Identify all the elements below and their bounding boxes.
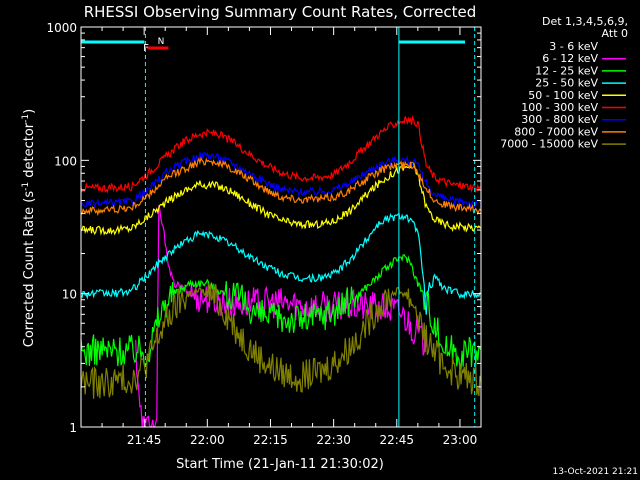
y-tick-label: 10 [62,288,77,302]
series-line [158,187,398,428]
legend-entry-label: 12 - 25 keV [535,64,598,77]
series-line [80,115,482,194]
plot-frame [80,26,482,428]
legend-entry-label: 300 - 800 keV [521,113,598,126]
attenuator-label: F [143,43,149,54]
series-line [80,151,482,209]
y-tick-label: 100 [54,154,77,168]
legend-entry-label: 800 - 7000 keV [514,125,598,138]
y-tick-label: 1 [69,421,77,435]
y-axis-label-main: Corrected Count Rate (s [22,191,37,348]
x-tick-label: 22:45 [379,433,414,447]
x-tick-label: 21:45 [127,433,162,447]
x-tick-label: 23:00 [443,433,478,447]
x-axis-label: Start Time (21-Jan-11 21:30:02) [176,457,384,472]
saa-label: N [158,37,165,47]
y-axis-label-exp1: -1 [21,182,31,191]
series-line [80,254,482,370]
axis-layer: 21:45 22:00 22:15 22:30 22:45 23:00 1 10 100 1000 [46,21,481,447]
legend-header: Att 0 [602,27,628,40]
x-tick-label: 22:15 [253,433,288,447]
legend-entry-label: 6 - 12 keV [542,52,598,65]
series-line [80,211,482,315]
legend-entry-label: 7000 - 15000 keV [500,138,598,151]
legend-entry-label: 3 - 6 keV [549,40,598,53]
legend-entry-label: 100 - 300 keV [521,101,598,114]
y-tick-label: 1000 [46,21,77,35]
y-axis-label: Corrected Count Rate (s-1 detector-1) [21,109,37,347]
footer-date: 13-Oct-2021 21:21 [553,467,638,477]
y-axis-label-mid: detector [22,122,37,182]
legend-entry-label: 50 - 100 keV [528,89,598,102]
series-line [80,156,482,217]
series-layer [80,115,482,428]
legend-header: Det 1,3,4,5,6,9, [542,15,628,28]
y-axis-label-exp2: -1 [21,114,31,123]
legend-entry-label: 25 - 50 keV [535,77,598,90]
x-tick-label: 22:30 [316,433,351,447]
series-line [80,283,482,399]
overlay-layer: FN [81,27,476,427]
x-tick-label: 22:00 [190,433,225,447]
y-axis-label-end: ) [22,109,37,114]
chart-title: RHESSI Observing Summary Count Rates, Co… [84,3,477,21]
